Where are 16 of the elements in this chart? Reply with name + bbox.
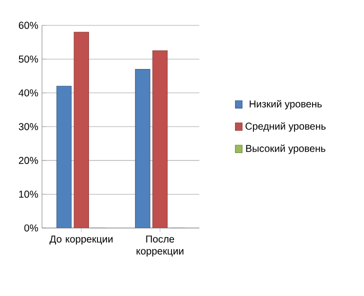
legend-label: Средний уровень bbox=[246, 122, 326, 132]
y-tick-label: 30% bbox=[18, 123, 38, 130]
y-tick-label: 60% bbox=[18, 22, 38, 29]
legend-label: Низкий уровень bbox=[250, 100, 322, 110]
y-tick-label: 10% bbox=[19, 190, 38, 198]
bar bbox=[152, 50, 168, 228]
y-tick-label: 40% bbox=[18, 89, 38, 96]
y-tick-label: 50% bbox=[18, 56, 38, 63]
bar bbox=[56, 86, 72, 228]
x-tick-label: После коррекции bbox=[136, 236, 184, 257]
x-tick-label: До коррекции bbox=[50, 236, 113, 245]
bar bbox=[74, 32, 89, 228]
legend-label: Высокий уровень bbox=[246, 144, 326, 154]
y-tick-label: 0% bbox=[24, 224, 38, 232]
y-tick-label: 20% bbox=[18, 156, 38, 164]
bar bbox=[135, 68, 150, 228]
